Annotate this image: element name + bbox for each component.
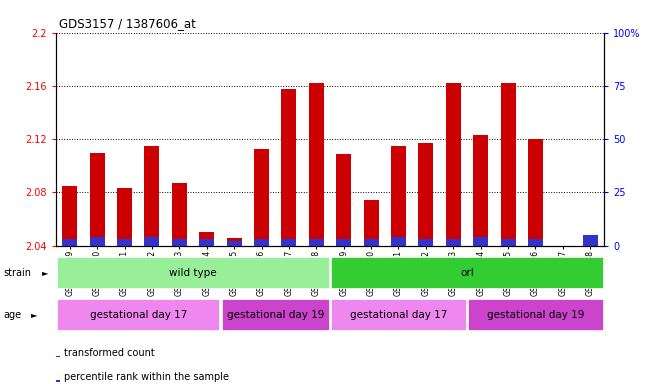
Bar	[309, 83, 324, 246]
Text: gestational day 19: gestational day 19	[486, 310, 584, 320]
Bar	[199, 239, 214, 246]
Bar	[281, 89, 296, 246]
Bar	[500, 239, 515, 246]
Bar	[446, 239, 461, 246]
Bar	[90, 152, 105, 246]
Bar	[254, 239, 269, 246]
Bar	[226, 238, 242, 246]
Bar	[336, 154, 351, 246]
Bar	[62, 239, 77, 246]
Text: orl: orl	[460, 268, 474, 278]
Bar	[528, 239, 543, 246]
Bar	[172, 183, 187, 246]
Text: wild type: wild type	[169, 268, 217, 278]
Bar	[254, 149, 269, 246]
Text: age: age	[3, 310, 21, 320]
Bar	[57, 300, 219, 330]
Bar	[500, 83, 515, 246]
Text: gestational day 17: gestational day 17	[90, 310, 187, 320]
Bar	[199, 232, 214, 246]
Bar	[281, 239, 296, 246]
Bar	[309, 239, 324, 246]
Text: ►: ►	[31, 310, 38, 319]
Text: GDS3157 / 1387606_at: GDS3157 / 1387606_at	[59, 17, 196, 30]
Bar	[331, 300, 465, 330]
Bar	[418, 239, 434, 246]
Bar	[583, 235, 598, 246]
Bar	[56, 381, 60, 382]
Text: ►: ►	[42, 268, 48, 277]
Bar	[57, 257, 329, 288]
Bar	[222, 300, 329, 330]
Bar	[528, 139, 543, 246]
Bar	[446, 83, 461, 246]
Bar	[331, 257, 603, 288]
Bar	[364, 239, 379, 246]
Bar	[226, 242, 242, 246]
Bar	[117, 239, 132, 246]
Bar	[145, 146, 160, 246]
Bar	[172, 239, 187, 246]
Bar	[418, 143, 434, 246]
Bar	[117, 189, 132, 246]
Bar	[56, 356, 60, 357]
Text: percentile rank within the sample: percentile rank within the sample	[64, 372, 229, 382]
Bar	[473, 237, 488, 246]
Bar	[145, 237, 160, 246]
Text: strain: strain	[3, 268, 31, 278]
Bar	[336, 239, 351, 246]
Bar	[364, 200, 379, 246]
Bar	[473, 135, 488, 246]
Bar	[62, 186, 77, 246]
Bar	[391, 146, 406, 246]
Bar	[469, 300, 603, 330]
Text: gestational day 17: gestational day 17	[350, 310, 447, 320]
Text: gestational day 19: gestational day 19	[226, 310, 324, 320]
Bar	[391, 237, 406, 246]
Bar	[90, 237, 105, 246]
Text: transformed count: transformed count	[64, 348, 155, 358]
